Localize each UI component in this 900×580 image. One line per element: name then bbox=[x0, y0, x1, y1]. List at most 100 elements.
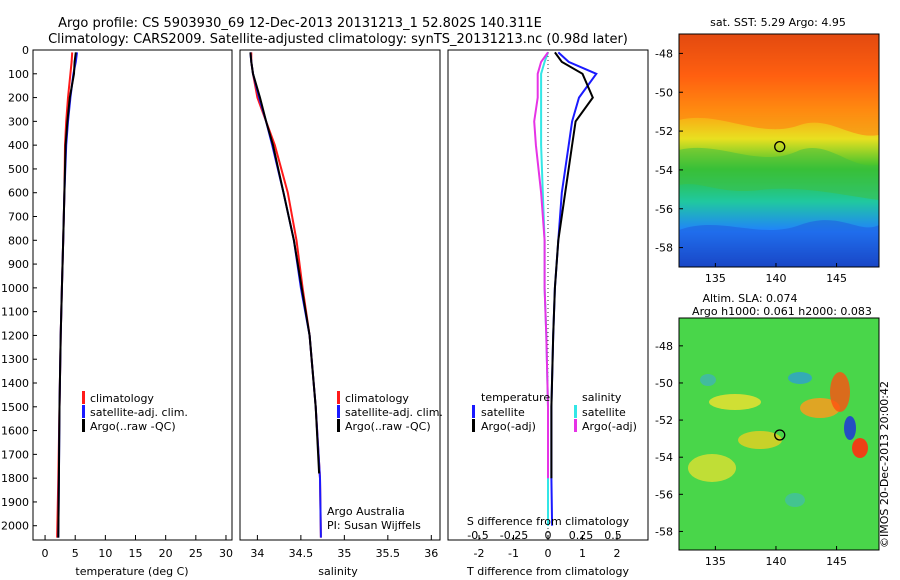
depth-tick-label: 300 bbox=[8, 115, 29, 128]
t-difference-xtick-label: 2 bbox=[613, 547, 620, 560]
depth-tick-label: 1800 bbox=[1, 472, 29, 485]
salinity-xtick-label: 34 bbox=[250, 547, 264, 560]
legend-swatch-temp-argo bbox=[472, 419, 475, 432]
depth-tick-label: 2000 bbox=[1, 520, 29, 533]
legend-label-sal-satellite: satellite bbox=[582, 406, 626, 419]
salinity-xtick-label: 36 bbox=[424, 547, 438, 560]
map-lon-tick-label: 135 bbox=[705, 555, 726, 568]
depth-tick-label: 700 bbox=[8, 211, 29, 224]
sla-low-patch bbox=[788, 372, 812, 384]
temperature-plot-frame bbox=[32, 49, 233, 541]
sst-map-panel: sat. SST: 5.29 Argo: 4.95 -48 -50 -52 -54 -5… bbox=[655, 16, 880, 285]
map-lon-tick-label: 140 bbox=[765, 272, 786, 285]
credit-line2: PI: Susan Wijffels bbox=[327, 519, 421, 532]
legend-label-argo: Argo(..raw -QC) bbox=[90, 420, 176, 433]
legend-label-satellite: satellite-adj. clim. bbox=[345, 406, 443, 419]
depth-tick-label: 200 bbox=[8, 92, 29, 105]
argo-float-marker bbox=[774, 429, 786, 441]
map-lat-tick-label: -58 bbox=[655, 525, 673, 538]
t-difference-xtick-label: -1 bbox=[508, 547, 519, 560]
legend-label-sal-argo: Argo(-adj) bbox=[582, 420, 637, 433]
t-difference-xtick-label: 0 bbox=[545, 547, 552, 560]
salinity-legend: climatology satellite-adj. clim. Argo(..… bbox=[337, 391, 443, 433]
sla-low-patch bbox=[700, 374, 716, 386]
s-tick-1: -0.5 bbox=[467, 529, 488, 542]
legend-swatch-climatology bbox=[337, 391, 340, 404]
map-lon-tick-label: 135 bbox=[705, 272, 726, 285]
s-tick-5: 0.5 bbox=[604, 529, 622, 542]
legend-label-climatology: climatology bbox=[345, 392, 409, 405]
legend-label-temp-satellite: satellite bbox=[481, 406, 525, 419]
sla-high-patch bbox=[709, 394, 761, 410]
difference-panel: -2 -1 0 1 2 S difference from climatology -0… bbox=[447, 49, 649, 578]
series-line-climatology bbox=[250, 52, 322, 538]
depth-tick-label: 1600 bbox=[1, 425, 29, 438]
legend-swatch-satellite bbox=[337, 405, 340, 418]
map-lat-tick-label: -48 bbox=[655, 47, 673, 60]
figure-title-line1: Argo profile: CS 5903930_69 12-Dec-2013 … bbox=[58, 16, 542, 31]
series-line-argo-raw-qc bbox=[249, 52, 321, 474]
legend-swatch-temp-satellite bbox=[472, 405, 475, 418]
credit-line1: Argo Australia bbox=[327, 505, 405, 518]
sla-low-patch bbox=[844, 416, 856, 440]
map-lon-tick-label: 145 bbox=[826, 555, 847, 568]
series-line-argo-raw-qc bbox=[57, 52, 77, 538]
salinity-xtick-label: 35 bbox=[337, 547, 351, 560]
map-lat-tick-label: -50 bbox=[655, 377, 673, 390]
t-difference-xtick-label: 1 bbox=[579, 547, 586, 560]
depth-tick-label: 1900 bbox=[1, 496, 29, 509]
depth-tick-label: 1500 bbox=[1, 401, 29, 414]
argo-float-marker bbox=[774, 141, 786, 153]
salinity-plot-frame bbox=[239, 49, 441, 541]
map-lon-tick-label: 145 bbox=[826, 272, 847, 285]
sla-high-patch bbox=[738, 431, 782, 449]
legend-swatch-sal-argo bbox=[574, 419, 577, 432]
salinity-xlabel: salinity bbox=[318, 565, 358, 578]
s-tick-4: 0.25 bbox=[569, 529, 594, 542]
legend-label-temp-argo: Argo(-adj) bbox=[481, 420, 536, 433]
salinity-panel: 34 34.5 35 35.5 36 salinity climatology sate… bbox=[239, 49, 443, 578]
t-difference-xtick-label: -2 bbox=[474, 547, 485, 560]
map-lat-tick-label: -58 bbox=[655, 242, 673, 255]
depth-tick-label: 1300 bbox=[1, 353, 29, 366]
depth-tick-label: 600 bbox=[8, 187, 29, 200]
map-lat-tick-label: -52 bbox=[655, 414, 673, 427]
s-difference-label: S difference from climatology bbox=[467, 515, 630, 528]
map-lat-tick-label: -50 bbox=[655, 86, 673, 99]
map-lat-tick-label: -56 bbox=[655, 203, 673, 216]
legend-swatch-argo bbox=[82, 419, 85, 432]
map-lat-tick-label: -54 bbox=[655, 451, 673, 464]
legend-swatch-climatology bbox=[82, 391, 85, 404]
sla-high-patch bbox=[688, 454, 736, 482]
map-lat-tick-label: -56 bbox=[655, 488, 673, 501]
t-difference-xlabel: T difference from climatology bbox=[466, 565, 629, 578]
depth-tick-label: 900 bbox=[8, 258, 29, 271]
temperature-xtick-label: 25 bbox=[189, 547, 203, 560]
temperature-xtick-label: 15 bbox=[129, 547, 143, 560]
depth-tick-label: 1200 bbox=[1, 329, 29, 342]
temperature-xtick-label: 10 bbox=[98, 547, 112, 560]
sla-map-title-line1: Altim. SLA: 0.074 bbox=[702, 292, 797, 305]
series-line-temperature-argo-adj bbox=[550, 51, 594, 479]
salinity-xtick-label: 35.5 bbox=[376, 547, 401, 560]
temperature-xlabel: temperature (deg C) bbox=[75, 565, 188, 578]
legend-label-satellite: satellite-adj. clim. bbox=[90, 406, 188, 419]
depth-tick-label: 1100 bbox=[1, 306, 29, 319]
temperature-xtick-label: 0 bbox=[42, 547, 49, 560]
depth-tick-label: 1700 bbox=[1, 448, 29, 461]
sst-map-frame bbox=[678, 33, 880, 268]
temperature-panel: 0 5 10 15 20 25 30 0 100 200 300 400 500 600 700 800 90… bbox=[1, 44, 233, 578]
depth-tick-label: 400 bbox=[8, 139, 29, 152]
temperature-xtick-label: 20 bbox=[159, 547, 173, 560]
sst-cold-pool bbox=[679, 220, 879, 267]
sst-warm-tongue bbox=[679, 34, 879, 136]
figure-title-line2: Climatology: CARS2009. Satellite-adjuste… bbox=[48, 32, 628, 47]
legend-salinity-title: salinity bbox=[582, 391, 622, 404]
salinity-xtick-label: 34.5 bbox=[289, 547, 314, 560]
sla-high-patch bbox=[852, 438, 868, 458]
legend-temperature-title: temperature bbox=[481, 391, 550, 404]
depth-tick-label: 100 bbox=[8, 68, 29, 81]
series-line-salinity-argo-adj bbox=[533, 51, 549, 479]
depth-tick-label: 500 bbox=[8, 163, 29, 176]
